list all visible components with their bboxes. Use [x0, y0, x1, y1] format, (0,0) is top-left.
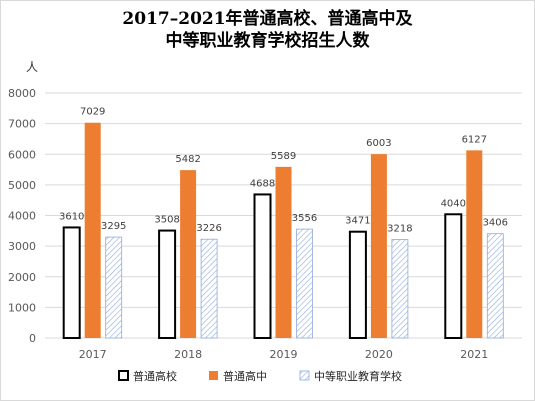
data-label: 4040 [441, 198, 466, 209]
x-tick-label: 2021 [460, 348, 488, 361]
y-tick-label: 6000 [8, 148, 36, 161]
data-label: 3406 [483, 218, 508, 229]
x-tick-label: 2017 [79, 348, 107, 361]
bar-gaozhong [275, 166, 292, 338]
legend-label: 中等职业教育学校 [314, 369, 402, 383]
legend-label: 普通高校 [133, 369, 177, 383]
data-label: 3610 [59, 211, 84, 222]
legend-swatch [118, 370, 129, 381]
bar-gaozhong [180, 170, 197, 338]
x-tick-label: 2019 [270, 348, 298, 361]
legend-swatch [209, 371, 218, 380]
data-label: 3226 [196, 223, 221, 234]
x-tick-label: 2020 [365, 348, 393, 361]
data-label: 3508 [154, 215, 179, 226]
data-label: 3295 [101, 221, 126, 232]
data-label: 5482 [175, 154, 200, 165]
bar-gaozhong [370, 154, 387, 338]
y-tick-label: 2000 [8, 271, 36, 284]
bar-gaozhong [466, 150, 483, 338]
legend-swatch [299, 370, 310, 381]
data-label: 3471 [345, 216, 370, 227]
y-axis-unit: 人 [26, 60, 39, 74]
y-tick-label: 5000 [8, 179, 36, 192]
legend-label: 普通高中 [223, 369, 267, 383]
data-label: 3556 [292, 213, 317, 224]
y-tick-label: 1000 [8, 301, 36, 314]
y-tick-label: 7000 [8, 118, 36, 131]
data-label: 7029 [80, 107, 105, 118]
bar-gaoxiao [444, 213, 463, 339]
data-label: 5589 [271, 151, 296, 162]
bar-gaoxiao [158, 229, 177, 340]
y-tick-label: 4000 [8, 210, 36, 223]
bar-gaoxiao [253, 193, 272, 339]
bar-gaoxiao [62, 226, 81, 340]
y-tick-label: 0 [29, 332, 36, 345]
bar-zhongzhi [200, 238, 218, 339]
bar-zhongzhi [391, 239, 409, 339]
data-label: 3218 [387, 223, 412, 234]
data-label: 6127 [462, 134, 487, 145]
y-tick-label: 8000 [8, 87, 36, 100]
bar-zhongzhi [296, 228, 313, 339]
y-tick-label: 3000 [8, 240, 36, 253]
data-label: 6003 [366, 138, 391, 149]
bar-zhongzhi [105, 236, 123, 339]
chart-title-line2: 中等职业教育学校招生人数 [165, 31, 370, 51]
bar-gaozhong [84, 122, 101, 338]
chart-title-line1: 2017–2021年普通高校、普通高中及 [122, 9, 413, 29]
data-label: 4688 [250, 178, 275, 189]
bar-gaoxiao [348, 230, 367, 339]
bar-zhongzhi [486, 233, 504, 339]
x-tick-label: 2018 [174, 348, 202, 361]
